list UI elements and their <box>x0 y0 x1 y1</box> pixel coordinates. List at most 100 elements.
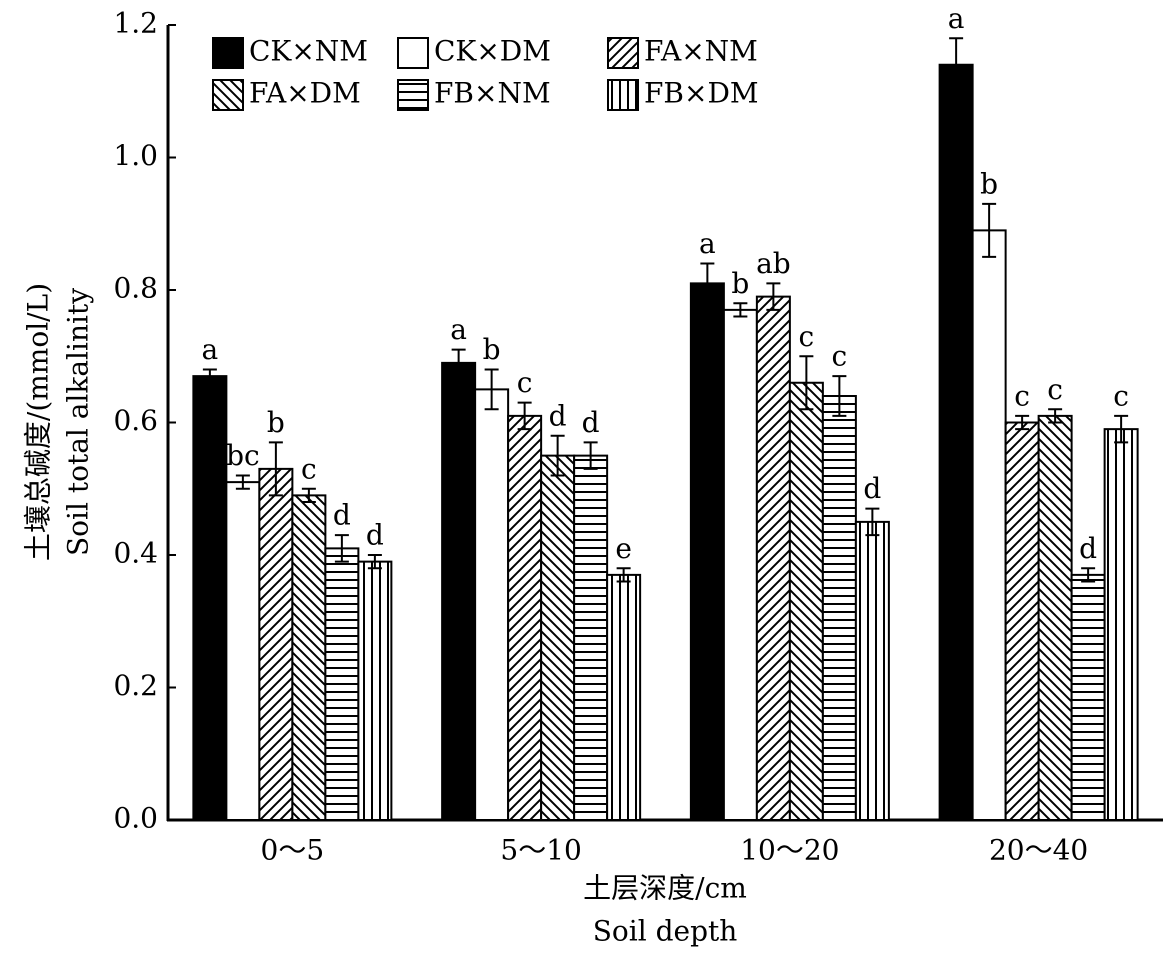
error-bar <box>268 441 283 497</box>
significance-letter: ab <box>756 247 791 280</box>
significance-letter: c <box>301 452 317 485</box>
error-bar <box>550 434 565 477</box>
error-bar <box>301 487 316 503</box>
bar <box>1037 414 1073 821</box>
error-bar <box>367 554 382 570</box>
y-axis-label: 土壤总碱度/(mmol/L) <box>22 283 55 561</box>
error-bar <box>583 441 598 470</box>
bar <box>474 388 510 821</box>
significance-letter: d <box>366 519 384 552</box>
error-bar <box>202 368 217 384</box>
significance-letter: c <box>1113 379 1129 412</box>
error-bar <box>766 282 781 311</box>
bar <box>324 547 360 821</box>
error-bar <box>616 567 631 583</box>
legend-label: FA×DM <box>249 77 361 110</box>
y-tick-label: 1.2 <box>113 7 158 40</box>
bar <box>540 454 576 821</box>
legend-label: FB×NM <box>434 77 551 110</box>
significance-letter: c <box>1047 373 1063 406</box>
error-bar <box>949 37 964 93</box>
significance-letter: d <box>549 399 567 432</box>
legend-swatch <box>212 37 244 69</box>
error-bar <box>982 202 997 258</box>
legend-label: FB×DM <box>644 77 759 110</box>
error-bar <box>484 368 499 411</box>
significance-letter: c <box>1014 379 1030 412</box>
significance-letter: b <box>267 406 285 439</box>
y-tick-label: 0.8 <box>113 272 158 305</box>
error-bar <box>1114 414 1129 444</box>
significance-letter: d <box>863 472 881 505</box>
bar <box>722 308 758 821</box>
bar <box>821 395 857 821</box>
significance-letter: c <box>799 320 815 353</box>
legend-swatch <box>607 37 639 69</box>
bar <box>291 494 327 821</box>
bar <box>606 573 642 821</box>
bar <box>1103 428 1139 821</box>
bar <box>507 414 543 821</box>
error-bar <box>733 302 748 318</box>
bar <box>938 63 974 821</box>
significance-letter: b <box>731 267 749 300</box>
error-bar <box>799 355 814 411</box>
error-bar <box>1048 408 1063 424</box>
significance-letter: d <box>1079 532 1097 565</box>
significance-letter: c <box>517 366 533 399</box>
error-bar <box>700 262 715 305</box>
bar <box>258 467 294 821</box>
error-bar <box>1015 414 1030 431</box>
significance-letter: a <box>699 227 716 260</box>
significance-letter: a <box>202 333 219 366</box>
bar <box>441 361 477 821</box>
legend-swatch <box>607 79 639 111</box>
x-axis-label: 土层深度/cm <box>583 872 747 905</box>
bar <box>357 560 393 821</box>
legend-swatch <box>397 37 429 69</box>
significance-letter: d <box>582 406 600 439</box>
error-bar <box>451 348 466 378</box>
bar <box>971 229 1007 821</box>
bar <box>225 481 261 821</box>
significance-letter: a <box>948 2 965 35</box>
y-tick-label: 0.0 <box>113 802 158 835</box>
x-tick-label: 20～40 <box>989 834 1088 867</box>
significance-letter: b <box>483 333 501 366</box>
y-tick-label: 0.2 <box>113 669 158 702</box>
x-tick-label: 0～5 <box>261 834 325 867</box>
legend-swatch <box>397 79 429 111</box>
legend-swatch <box>212 79 244 111</box>
y-tick-label: 0.6 <box>113 404 158 437</box>
significance-letter: d <box>333 499 351 532</box>
bar <box>755 295 791 821</box>
error-bar <box>1081 567 1096 583</box>
bar <box>573 454 609 821</box>
significance-letter: b <box>980 167 998 200</box>
x-tick-label: 10～20 <box>740 834 839 867</box>
legend-label: FA×NM <box>644 35 758 68</box>
bar <box>1070 573 1106 821</box>
y-tick-label: 1.0 <box>113 139 158 172</box>
x-tick-label: 5～10 <box>500 834 581 867</box>
bar <box>192 375 228 821</box>
significance-letter: c <box>832 340 848 373</box>
y-axis-label: Soil total alkalinity <box>62 288 95 556</box>
significance-letter: a <box>450 313 467 346</box>
error-bar <box>865 507 880 537</box>
significance-letter: e <box>615 532 632 565</box>
legend-label: CK×DM <box>434 35 551 68</box>
y-tick-label: 0.4 <box>113 537 158 570</box>
bar <box>1004 421 1040 821</box>
significance-letter: bc <box>226 439 260 472</box>
error-bar <box>832 375 847 417</box>
bar <box>854 520 890 821</box>
bar <box>788 381 824 821</box>
error-bar <box>517 401 532 431</box>
error-bar <box>334 534 349 563</box>
bar <box>689 282 725 821</box>
error-bar <box>235 474 250 490</box>
legend-label: CK×NM <box>249 35 368 68</box>
x-axis-label: Soil depth <box>593 915 738 948</box>
